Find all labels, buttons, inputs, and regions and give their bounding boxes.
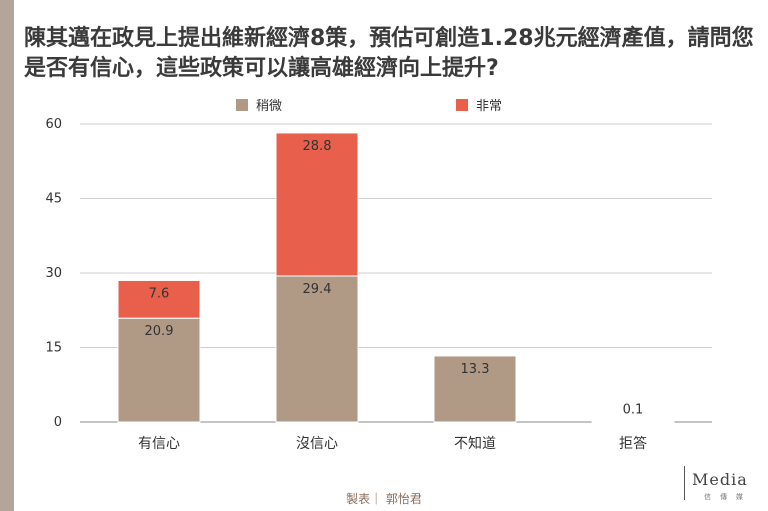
y-axis-tick-labels: 0 15 30 45 60 [45,117,62,430]
data-label: 28.8 [303,139,332,154]
data-label: 20.9 [145,324,174,339]
legend-label: 非常 [476,99,502,114]
legend: 稍微 非常 [236,99,502,114]
bar-segment [433,355,517,423]
x-category-label: 不知道 [454,435,496,452]
legend-swatch [236,99,248,111]
bar-segment [275,275,359,423]
legend-swatch [456,99,468,111]
bar-segment [591,421,675,423]
data-label: 7.6 [149,286,170,301]
y-tick-label: 15 [45,341,62,356]
data-label: 13.3 [461,362,490,377]
y-tick-label: 45 [45,192,62,207]
y-tick-label: 0 [54,415,62,430]
logo-word: Media [692,470,748,489]
x-category-label: 拒答 [619,435,647,452]
logo-stroke [684,466,685,500]
y-tick-label: 60 [45,117,62,132]
left-accent-bar [0,0,14,511]
y-tick-label: 30 [45,266,62,281]
data-label: 29.4 [303,282,332,297]
legend-label: 稍微 [256,99,282,114]
bar-segment [275,132,359,277]
chart-title: 陳其邁在政見上提出維新經濟8策，預估可創造1.28兆元經濟產值，請問您是否有信心… [24,26,754,81]
bar-segment [117,317,201,423]
bar-segment [117,279,201,319]
credit-text: 製表｜ 郭怡君 [346,492,422,506]
data-label: 0.1 [623,403,644,418]
x-category-label: 沒信心 [296,435,338,452]
logo-subtitle: 信傳媒 [704,493,752,501]
media-logo: Media 信傳媒 [680,462,766,510]
bars: 20.9 7.6 29.4 28.8 13.3 0.1 [117,132,675,423]
x-category-label: 有信心 [138,436,180,452]
x-axis-category-labels: 有信心 沒信心 不知道 拒答 [138,435,647,452]
